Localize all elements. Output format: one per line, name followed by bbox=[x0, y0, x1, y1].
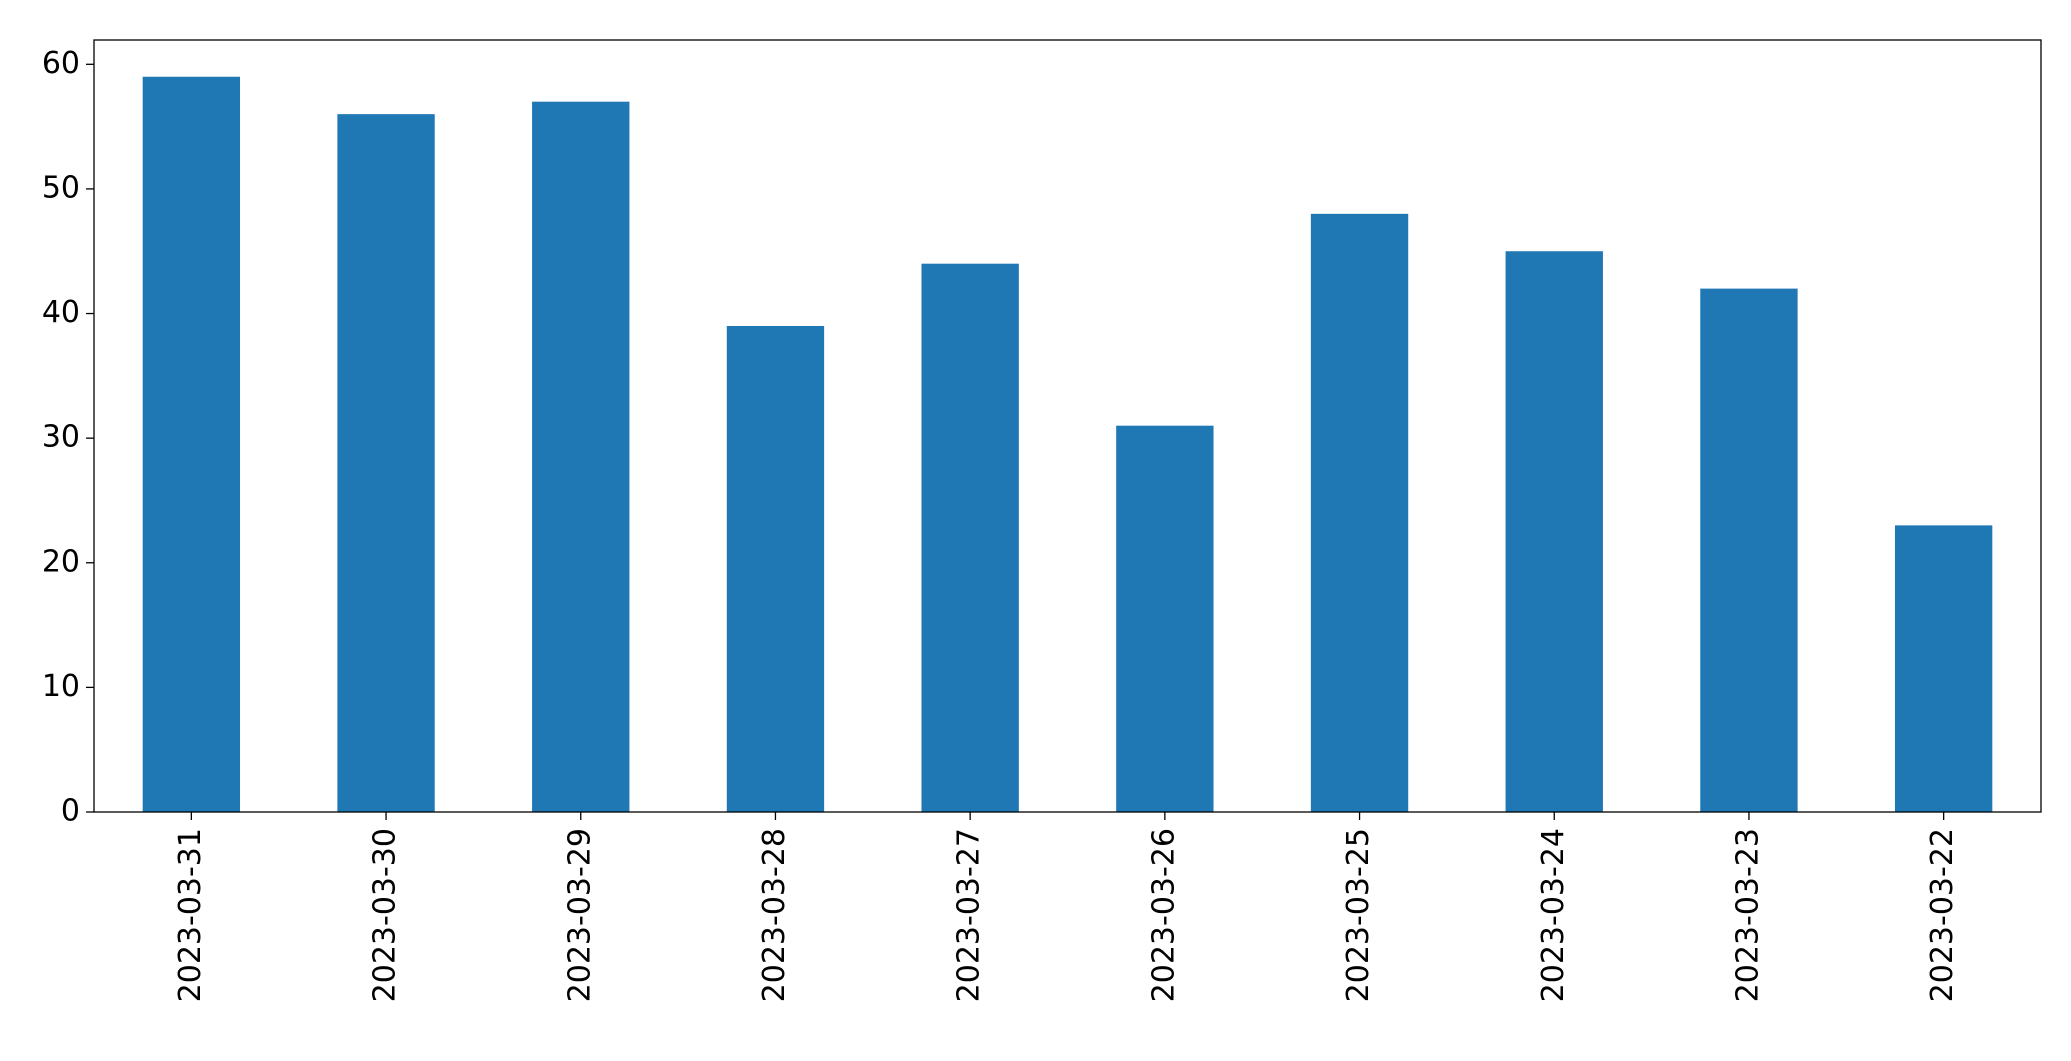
x-tick-label: 2023-03-27 bbox=[952, 828, 987, 1002]
y-tick-label: 60 bbox=[42, 46, 80, 81]
x-tick-label: 2023-03-28 bbox=[757, 828, 792, 1002]
x-tick-label: 2023-03-29 bbox=[562, 828, 597, 1002]
bar bbox=[142, 76, 241, 812]
y-tick-label: 10 bbox=[42, 669, 80, 704]
bar bbox=[1894, 525, 1993, 812]
x-tick-label: 2023-03-26 bbox=[1146, 828, 1181, 1002]
bar bbox=[1116, 425, 1214, 812]
bar bbox=[1700, 288, 1798, 812]
x-tick-label: 2023-03-25 bbox=[1341, 828, 1376, 1002]
bar bbox=[1505, 251, 1603, 813]
x-tick-label: 2023-03-22 bbox=[1925, 828, 1960, 1002]
bar bbox=[337, 114, 435, 812]
plot-frame bbox=[93, 39, 2042, 813]
x-tick-label: 2023-03-31 bbox=[173, 828, 208, 1002]
y-tick-label: 50 bbox=[42, 170, 80, 205]
x-tick-label: 2023-03-24 bbox=[1536, 828, 1571, 1002]
x-tick-label: 2023-03-23 bbox=[1730, 828, 1765, 1002]
bar bbox=[1310, 213, 1409, 812]
bar bbox=[921, 263, 1019, 812]
bar bbox=[532, 101, 630, 812]
y-tick-label: 20 bbox=[42, 544, 80, 579]
bar bbox=[726, 325, 825, 812]
x-tick-label: 2023-03-30 bbox=[368, 828, 403, 1002]
y-tick-label: 30 bbox=[42, 420, 80, 455]
y-tick-label: 40 bbox=[42, 295, 80, 330]
y-tick-label: 0 bbox=[61, 794, 80, 829]
